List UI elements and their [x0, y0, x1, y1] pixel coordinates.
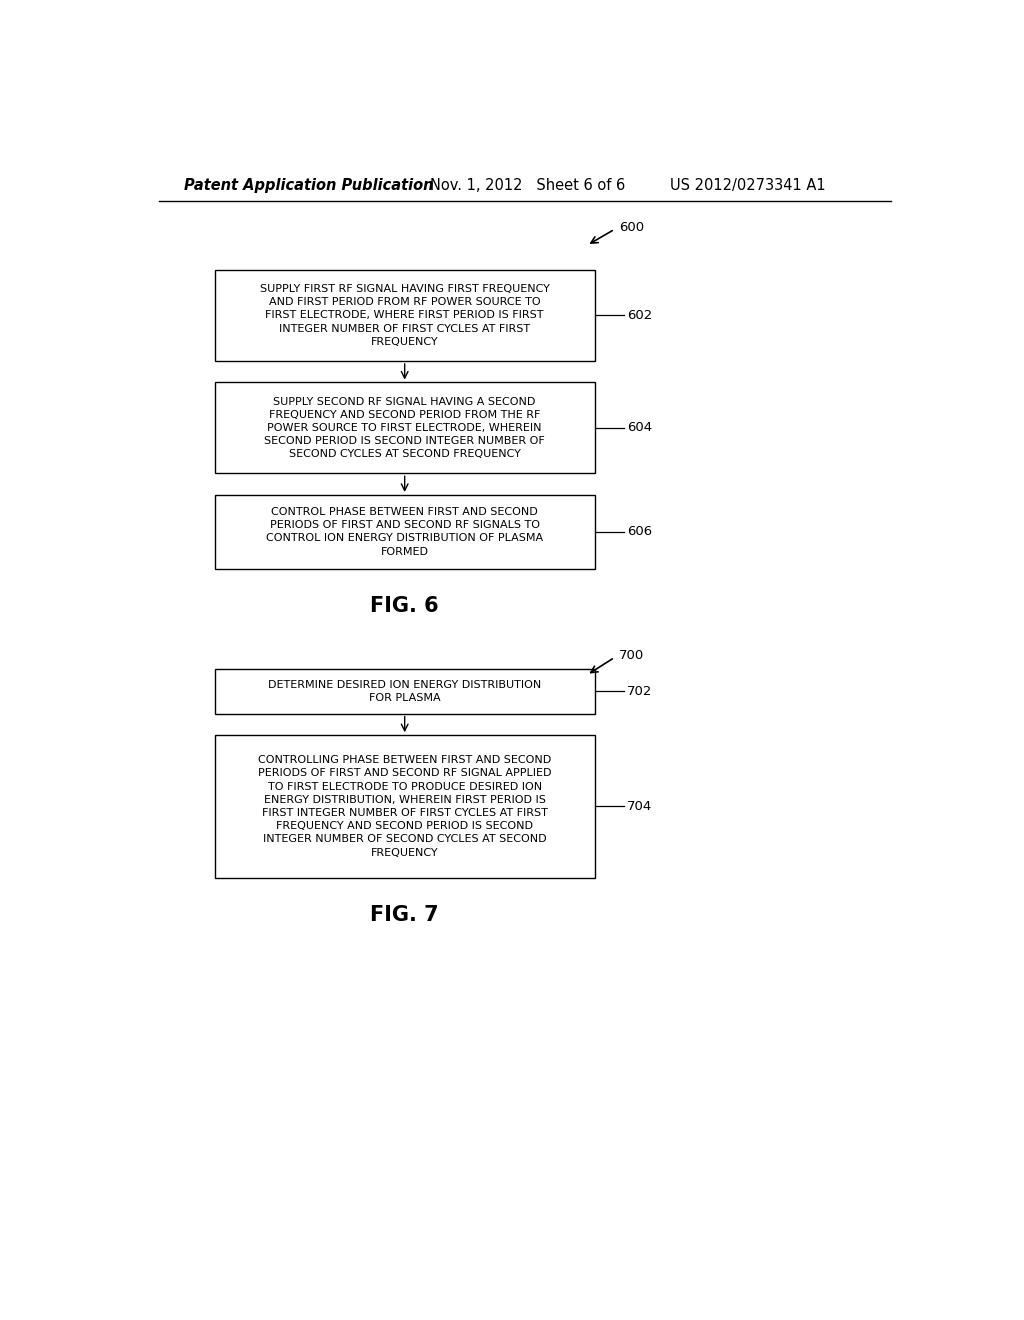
Text: 602: 602 — [627, 309, 652, 322]
Text: Nov. 1, 2012   Sheet 6 of 6: Nov. 1, 2012 Sheet 6 of 6 — [430, 178, 626, 193]
Text: Patent Application Publication: Patent Application Publication — [183, 178, 433, 193]
Text: 704: 704 — [627, 800, 652, 813]
Text: US 2012/0273341 A1: US 2012/0273341 A1 — [671, 178, 826, 193]
Text: FIG. 6: FIG. 6 — [371, 595, 439, 615]
Text: SUPPLY FIRST RF SIGNAL HAVING FIRST FREQUENCY
AND FIRST PERIOD FROM RF POWER SOU: SUPPLY FIRST RF SIGNAL HAVING FIRST FREQ… — [260, 284, 550, 347]
Text: 600: 600 — [620, 222, 644, 234]
Text: 604: 604 — [627, 421, 652, 434]
Text: 606: 606 — [627, 525, 652, 539]
Bar — [215, 271, 595, 360]
Bar — [215, 383, 595, 474]
Text: CONTROLLING PHASE BETWEEN FIRST AND SECOND
PERIODS OF FIRST AND SECOND RF SIGNAL: CONTROLLING PHASE BETWEEN FIRST AND SECO… — [258, 755, 552, 858]
Bar — [215, 669, 595, 714]
Text: DETERMINE DESIRED ION ENERGY DISTRIBUTION
FOR PLASMA: DETERMINE DESIRED ION ENERGY DISTRIBUTIO… — [268, 680, 542, 702]
Text: 702: 702 — [627, 685, 652, 698]
Text: FIG. 7: FIG. 7 — [371, 904, 439, 924]
Text: SUPPLY SECOND RF SIGNAL HAVING A SECOND
FREQUENCY AND SECOND PERIOD FROM THE RF
: SUPPLY SECOND RF SIGNAL HAVING A SECOND … — [264, 396, 545, 459]
Text: CONTROL PHASE BETWEEN FIRST AND SECOND
PERIODS OF FIRST AND SECOND RF SIGNALS TO: CONTROL PHASE BETWEEN FIRST AND SECOND P… — [266, 507, 544, 557]
Bar — [215, 495, 595, 569]
Bar — [215, 735, 595, 878]
Text: 700: 700 — [620, 649, 644, 663]
